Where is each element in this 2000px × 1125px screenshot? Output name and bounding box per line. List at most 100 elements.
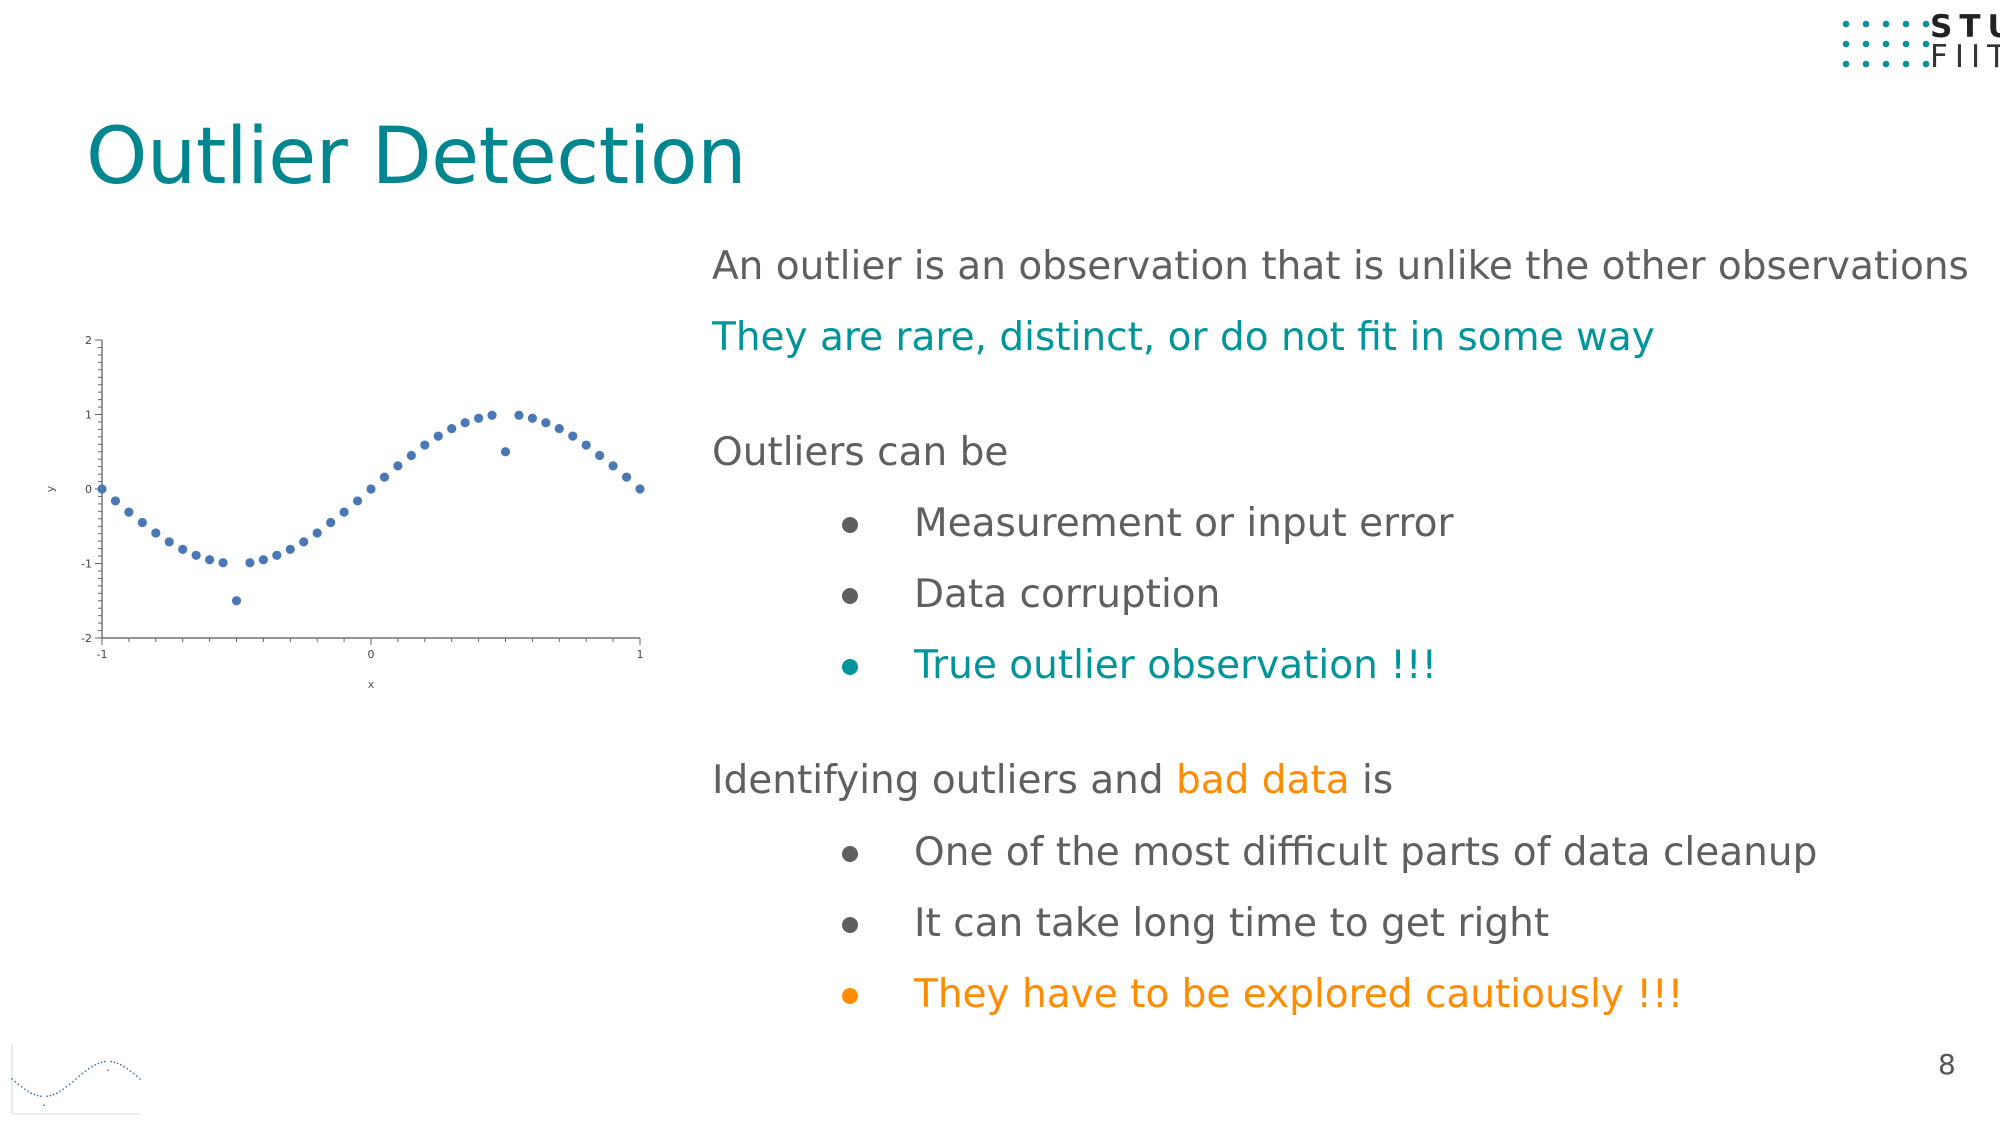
- page-number: 8: [1938, 1048, 1956, 1081]
- thumb-data-point: [84, 1070, 87, 1073]
- data-point: [205, 555, 215, 565]
- thumb-data-point: [75, 1078, 77, 1080]
- data-point: [339, 507, 349, 517]
- thumb-data-point: [68, 1083, 71, 1086]
- data-point: [581, 440, 591, 450]
- thumb-data-point: [110, 1060, 113, 1063]
- thumb-data-point: [81, 1072, 84, 1075]
- data-point: [258, 555, 268, 565]
- list-item-text: Measurement or input error: [914, 501, 1454, 546]
- bullet-icon: [842, 588, 858, 604]
- data-point: [352, 496, 363, 506]
- list-item: True outlier observation !!!: [838, 643, 1454, 714]
- data-point: [285, 544, 295, 554]
- outliers-can-be-list: Measurement or input error Data corrupti…: [838, 501, 1454, 714]
- list-item-text: One of the most difficult parts of data …: [914, 830, 1818, 875]
- thumb-data-point: [30, 1092, 33, 1095]
- data-point: [541, 418, 551, 428]
- data-point: [568, 431, 578, 441]
- y-axis-label: y: [44, 485, 57, 492]
- data-point: [474, 413, 484, 423]
- data-point: [595, 450, 605, 461]
- data-point: [299, 537, 309, 547]
- data-point: [420, 440, 430, 450]
- data-point: [460, 418, 470, 428]
- outlier-scatter-chart: 2 1 0 -1 -2 -1 0 1 x y: [44, 334, 645, 691]
- data-point: [433, 431, 443, 441]
- data-point: [218, 558, 228, 568]
- thumb-data-point: [39, 1095, 42, 1098]
- list-item-text: True outlier observation !!!: [914, 643, 1438, 688]
- data-point: [231, 596, 242, 606]
- data-point: [514, 410, 524, 420]
- thumb-data-point: [20, 1085, 23, 1088]
- data-point: [110, 496, 121, 506]
- definition-text: An outlier is an observation that is unl…: [712, 244, 1969, 289]
- bullet-icon: [842, 988, 858, 1004]
- chart-thumbnail: [11, 1044, 141, 1115]
- data-point: [366, 484, 376, 494]
- identifying-heading-start: Identifying outliers and: [712, 758, 1176, 803]
- bullet-icon: [842, 846, 858, 862]
- data-point: [97, 484, 107, 494]
- list-item: They have to be explored cautiously !!!: [838, 972, 1817, 1043]
- thumb-data-point: [97, 1062, 100, 1065]
- thumb-data-point: [62, 1088, 65, 1091]
- data-point: [635, 484, 645, 494]
- thumb-data-point: [49, 1094, 52, 1097]
- identifying-heading-end: is: [1349, 758, 1394, 803]
- y-tick-label: 1: [85, 409, 92, 422]
- thumb-data-point: [107, 1069, 109, 1072]
- data-point: [527, 413, 537, 423]
- data-point: [312, 528, 322, 538]
- thumb-data-point: [103, 1060, 106, 1063]
- data-point: [406, 450, 416, 461]
- data-point: [137, 517, 147, 528]
- stu-fiit-logo-text: STU FIIT: [1930, 12, 2000, 75]
- bullet-icon: [842, 917, 858, 933]
- thumb-data-point: [11, 1078, 13, 1080]
- data-point: [272, 550, 282, 560]
- thumb-data-point: [14, 1080, 17, 1083]
- data-point: [487, 410, 497, 420]
- tagline-text: They are rare, distinct, or do not fit i…: [712, 315, 1655, 360]
- thumb-data-point: [33, 1093, 36, 1096]
- thumb-data-point: [27, 1090, 29, 1093]
- outliers-can-be-heading: Outliers can be: [712, 430, 1009, 475]
- list-item-text: They have to be explored cautiously !!!: [914, 972, 1684, 1017]
- logo-line-2: FIIT: [1930, 39, 2000, 75]
- bullet-icon: [842, 517, 858, 533]
- identifying-heading: Identifying outliers and bad data is: [712, 758, 1393, 804]
- data-point: [393, 461, 403, 471]
- x-axis-label: x: [368, 678, 375, 691]
- y-tick-label: 2: [85, 334, 92, 347]
- thumb-data-point: [139, 1078, 141, 1080]
- thumb-data-point: [65, 1085, 68, 1088]
- y-tick-label: 0: [85, 483, 92, 496]
- data-point: [178, 544, 188, 554]
- x-tick-label: -1: [97, 648, 108, 661]
- list-item: Data corruption: [838, 572, 1454, 643]
- thumb-data-point: [123, 1065, 125, 1068]
- x-tick-label: 1: [637, 648, 644, 661]
- data-point: [379, 472, 390, 482]
- data-point: [554, 424, 564, 434]
- thumb-data-point: [71, 1080, 74, 1083]
- thumb-data-point: [116, 1062, 119, 1065]
- data-point: [151, 528, 161, 538]
- thumb-data-point: [59, 1090, 61, 1093]
- data-point: [621, 472, 632, 482]
- x-tick-label: 0: [368, 648, 375, 661]
- thumb-data-point: [17, 1083, 20, 1086]
- thumb-data-point: [43, 1104, 45, 1107]
- thumb-data-point: [113, 1061, 116, 1064]
- data-point: [326, 517, 336, 528]
- data-point: [608, 461, 618, 471]
- stu-fiit-logo-dots: [1842, 20, 1930, 68]
- data-point: [500, 447, 511, 457]
- data-point: [447, 424, 457, 434]
- y-tick-label: -2: [81, 632, 92, 645]
- thumb-data-point: [135, 1075, 138, 1078]
- thumb-data-point: [36, 1094, 39, 1097]
- bad-data-highlight: bad data: [1175, 758, 1350, 803]
